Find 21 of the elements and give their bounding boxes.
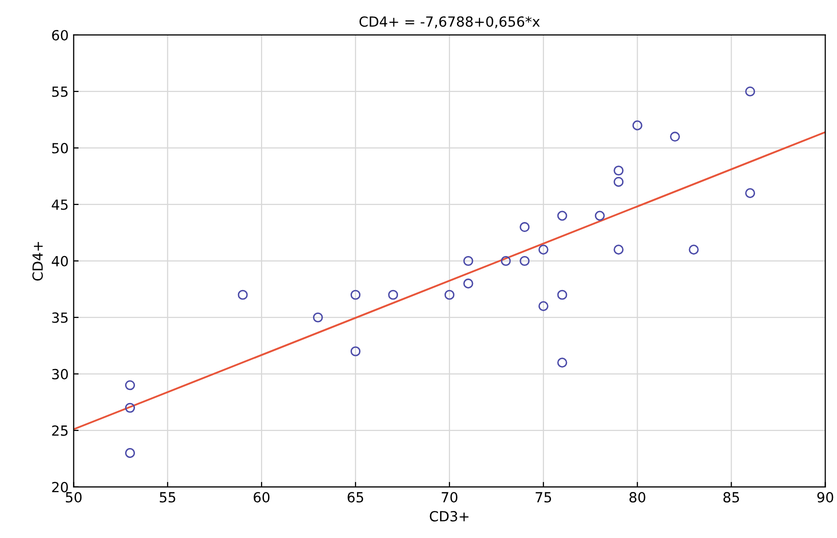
y-tick-label: 45: [52, 200, 68, 210]
x-axis-title: CD3+: [430, 510, 468, 522]
x-tick-label: 80: [629, 492, 646, 502]
x-tick-label: 60: [254, 492, 270, 502]
y-axis-title: CD4+: [32, 242, 43, 281]
y-tick-label: 55: [52, 86, 68, 97]
y-tick-label: 50: [52, 142, 68, 154]
y-tick-label: 60: [52, 30, 68, 40]
y-tick-label: 40: [52, 256, 68, 266]
y-tick-label: 25: [52, 425, 68, 436]
y-tick-label: 20: [52, 482, 68, 492]
y-tick-label: 35: [52, 312, 68, 323]
chart-title: CD4+ = -7,6788+0,656*x: [359, 16, 540, 28]
x-tick-label: 50: [66, 492, 82, 502]
y-tick-label: 30: [52, 368, 68, 380]
x-tick-label: 55: [160, 492, 176, 502]
x-tick-label: 90: [817, 492, 834, 502]
x-tick-label: 75: [536, 492, 552, 502]
x-tick-label: 85: [723, 492, 739, 502]
x-tick-label: 70: [442, 492, 458, 502]
x-tick-label: 65: [348, 492, 364, 502]
